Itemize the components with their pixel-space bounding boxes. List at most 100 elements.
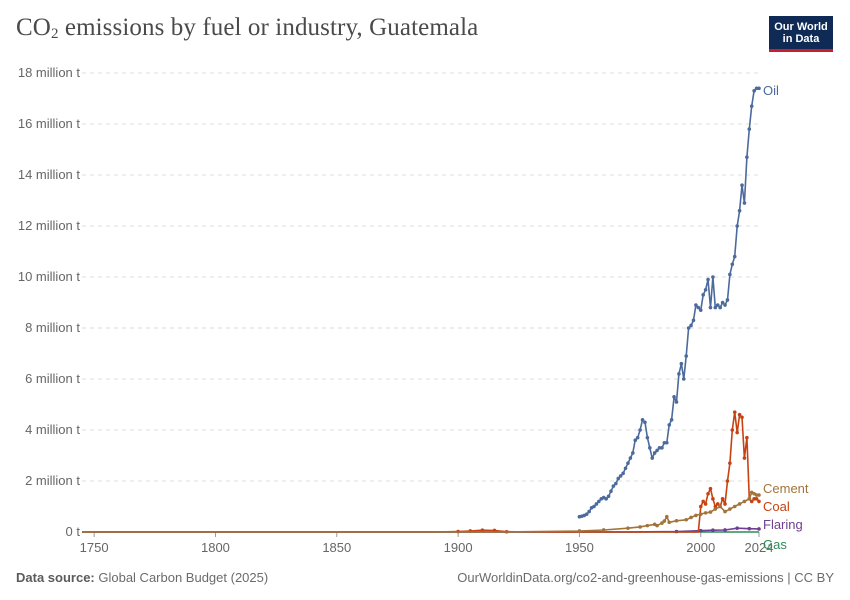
data-point (701, 293, 705, 297)
data-point (745, 435, 749, 440)
series-label: Cement (763, 481, 809, 496)
x-tick-label: 2000 (686, 540, 715, 555)
data-point (684, 354, 689, 358)
data-point (664, 514, 669, 519)
data-point (660, 521, 664, 525)
data-point (732, 254, 737, 259)
data-point (698, 504, 703, 509)
data-point (597, 499, 601, 504)
y-tick-label: 6 million t (25, 371, 80, 386)
data-point (742, 201, 747, 205)
data-source: Data source: Global Carbon Budget (2025) (16, 570, 269, 585)
y-tick-label: 2 million t (25, 473, 80, 488)
data-point (645, 435, 650, 440)
data-point (623, 466, 628, 471)
data-point (749, 104, 754, 108)
data-point (723, 502, 727, 506)
data-point (594, 502, 599, 506)
y-tick-label: 12 million t (18, 218, 81, 233)
data-point (757, 493, 761, 497)
data-point (681, 377, 686, 381)
data-point (715, 502, 720, 506)
data-point (742, 499, 747, 504)
owid-logo[interactable]: Our World in Data (769, 16, 833, 52)
data-point (684, 517, 689, 522)
data-point (606, 494, 611, 499)
data-point (711, 275, 715, 279)
data-point (633, 438, 638, 443)
series-oil (577, 86, 761, 519)
data-point (730, 262, 735, 267)
data-point (749, 499, 754, 504)
data-point (706, 277, 710, 282)
data-point (667, 423, 672, 427)
data-point (703, 287, 708, 292)
y-tick-label: 16 million t (18, 116, 81, 131)
data-point (689, 323, 693, 328)
data-point (677, 372, 681, 376)
data-point (713, 305, 718, 310)
data-point (689, 515, 693, 520)
data-point (698, 512, 703, 516)
data-point (723, 509, 727, 514)
data-point (732, 504, 737, 509)
data-point (703, 511, 708, 515)
data-point (713, 504, 718, 509)
x-tick-label: 1850 (322, 540, 351, 555)
data-point (648, 446, 652, 450)
data-point (679, 361, 684, 366)
data-point (618, 474, 623, 478)
data-point (757, 527, 761, 531)
series-label: Oil (763, 83, 779, 98)
y-tick-label: 18 million t (18, 65, 81, 80)
data-point (592, 504, 596, 509)
series-label: Flaring (763, 517, 803, 532)
data-point (626, 526, 630, 530)
data-point (715, 303, 720, 307)
data-point (757, 499, 761, 504)
data-point (711, 497, 715, 501)
data-point (584, 512, 589, 516)
data-point (740, 183, 744, 187)
data-point (708, 510, 713, 514)
data-point (698, 308, 703, 312)
data-point (609, 489, 613, 494)
data-point (691, 318, 696, 323)
chart-title: CO2 emissions by fuel or industry, Guate… (16, 14, 479, 42)
data-point (626, 461, 630, 465)
source-url-link[interactable]: OurWorldinData.org/co2-and-greenhouse-ga… (457, 570, 834, 585)
data-point (587, 509, 591, 514)
data-point (723, 303, 727, 307)
y-tick-label: 4 million t (25, 422, 80, 437)
data-point (757, 86, 761, 91)
data-point (720, 300, 725, 305)
series-cement (82, 490, 761, 533)
data-point (701, 499, 705, 504)
x-tick-label: 2024 (745, 540, 774, 555)
data-point (577, 529, 582, 533)
data-point (723, 528, 727, 532)
data-point (635, 435, 640, 440)
data-point (674, 400, 679, 404)
y-tick-label: 14 million t (18, 167, 81, 182)
data-point (614, 481, 618, 486)
data-point (480, 528, 485, 533)
data-point (643, 420, 647, 425)
data-point (611, 484, 616, 488)
x-tick-label: 1800 (201, 540, 230, 555)
data-point (745, 155, 749, 159)
logo-line-2: in Data (782, 33, 820, 45)
data-point (638, 525, 642, 529)
data-point (737, 502, 742, 506)
data-point (686, 326, 691, 330)
data-point (737, 208, 742, 213)
data-point (708, 486, 713, 491)
series-line (579, 87, 759, 518)
data-point (735, 430, 739, 435)
x-tick-label: 1900 (444, 540, 473, 555)
data-point (655, 523, 659, 528)
data-point (698, 528, 703, 533)
data-point (674, 518, 679, 523)
data-point (621, 471, 625, 476)
